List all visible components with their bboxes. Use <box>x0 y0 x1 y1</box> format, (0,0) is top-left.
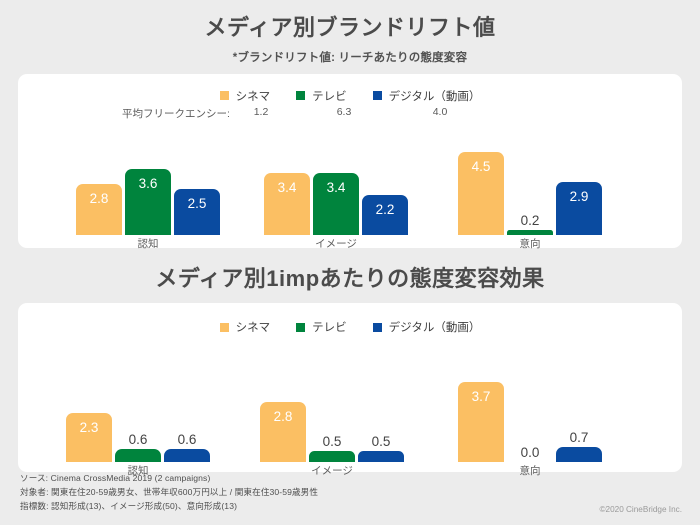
copyright-text: ©2020 CineBridge Inc. <box>599 505 683 514</box>
bar[interactable] <box>556 447 602 462</box>
legend-item[interactable]: シネマ <box>219 88 271 104</box>
footer-notes: ソース: Cinema CrossMedia 2019 (2 campaigns… <box>20 472 318 514</box>
bar[interactable] <box>66 413 112 462</box>
footer-line-metrics: 指標数: 認知形成(13)、イメージ形成(50)、意向形成(13) <box>20 501 238 512</box>
bar-slot: 0.6 <box>115 376 161 462</box>
bar-slot: 2.2 <box>362 147 408 235</box>
frequency-value-digital: 4.0 <box>432 105 448 118</box>
bar[interactable] <box>556 181 602 235</box>
bar-group: 2.8 3.6 2.5 認知 <box>76 147 220 250</box>
bar[interactable] <box>76 183 122 235</box>
bar-slot: 0.6 <box>164 376 210 462</box>
legend-swatch-icon <box>219 91 229 100</box>
bar-slot: 0.5 <box>358 376 404 462</box>
legend-item[interactable]: デジタル（動画） <box>372 88 481 104</box>
bar[interactable] <box>458 382 504 462</box>
bar-group-caption: 認知 <box>137 237 159 250</box>
bar-group-caption: イメージ <box>311 465 353 477</box>
chart1-title: メディア別ブランドリフト値 <box>204 15 496 40</box>
frequency-value-cinema: 1.2 <box>253 105 269 118</box>
chart2-card: シネマ テレビ デジタル（動画） 2.3 0.6 0.6 認知 2.8 0.5 0.5 イメージ 3… <box>18 303 682 477</box>
bar-slot: 3.4 <box>264 147 310 235</box>
legend-item[interactable]: テレビ <box>296 319 347 335</box>
bar[interactable] <box>458 151 504 235</box>
bar-slot: 2.3 <box>66 376 112 462</box>
bar[interactable] <box>264 172 310 235</box>
legend-swatch-icon <box>296 91 306 100</box>
legend-swatch-icon <box>372 322 382 332</box>
footer-line-source: ソース: Cinema CrossMedia 2019 (2 campaigns… <box>20 473 211 484</box>
bar-value-label: 0.5 <box>322 434 342 449</box>
bar-group: 3.7 0.0 0.7 意向 <box>458 376 602 477</box>
bar-slot: 3.4 <box>313 147 359 235</box>
bar-slot: 3.6 <box>125 147 171 235</box>
legend-label: デジタル（動画） <box>388 322 481 334</box>
chart1-header: メディア別ブランドリフト値 *ブランドリフト値: リーチあたりの態度変容 <box>0 0 700 65</box>
bar-slot: 2.8 <box>260 376 306 462</box>
frequency-value-tv: 6.3 <box>336 105 352 118</box>
frequency-row-label: 平均フリークエンシー: <box>122 107 230 120</box>
bar-value-label: 0.6 <box>177 432 197 447</box>
bar-slot: 2.9 <box>556 147 602 235</box>
bar-group: 4.5 0.2 2.9 意向 <box>458 147 602 250</box>
bar-group: 2.8 0.5 0.5 イメージ <box>260 376 404 477</box>
legend-swatch-icon <box>219 322 229 332</box>
bar-group-caption: イメージ <box>315 237 357 250</box>
bar-slot: 4.5 <box>458 147 504 235</box>
bar-value-label: 0.7 <box>569 430 589 445</box>
bar-slot: 0.0 <box>507 376 553 462</box>
bar-value-label: 0.0 <box>520 445 540 460</box>
bar[interactable] <box>507 229 553 235</box>
bar-value-label: 0.6 <box>128 432 148 447</box>
footer-line-audience: 対象者: 関東在住20-59歳男女、世帯年収600万円以上 / 関東在住30-5… <box>20 487 319 498</box>
bar[interactable] <box>358 451 404 462</box>
bar-group: 3.4 3.4 2.2 イメージ <box>264 147 408 250</box>
legend-label: シネマ <box>235 322 271 334</box>
chart1-legend: シネマ テレビ デジタル（動画） <box>18 74 682 104</box>
bar-slot: 2.8 <box>76 147 122 235</box>
legend-swatch-icon <box>296 322 306 332</box>
bar-group-caption: 意向 <box>519 237 541 250</box>
bar-slot: 0.7 <box>556 376 602 462</box>
bar-slot: 2.5 <box>174 147 220 235</box>
legend-item[interactable]: デジタル（動画） <box>372 319 481 335</box>
chart2-legend: シネマ テレビ デジタル（動画） <box>18 303 682 335</box>
bar[interactable] <box>362 194 408 235</box>
bar-group: 2.3 0.6 0.6 認知 <box>66 376 210 477</box>
bar[interactable] <box>115 449 161 462</box>
legend-label: テレビ <box>312 90 347 103</box>
chart1-card: シネマ テレビ デジタル（動画） 平均フリークエンシー: 1.2 6.3 4.0 2… <box>18 73 682 250</box>
chart1-subtitle: *ブランドリフト値: リーチあたりの態度変容 <box>232 51 468 64</box>
bar[interactable] <box>260 402 306 462</box>
bar-slot: 0.2 <box>507 147 553 235</box>
bar[interactable] <box>309 451 355 462</box>
chart1-frequency-row: 平均フリークエンシー: 1.2 6.3 4.0 <box>18 106 682 124</box>
chart2-plot: 2.3 0.6 0.6 認知 2.8 0.5 0.5 イメージ 3.7 0.0 0.7 意向 <box>18 354 682 477</box>
bar[interactable] <box>174 188 220 235</box>
legend-label: シネマ <box>235 90 271 103</box>
bar-group-caption: 認知 <box>127 465 149 477</box>
legend-swatch-icon <box>372 91 382 100</box>
bar-value-label: 0.5 <box>371 434 391 449</box>
legend-item[interactable]: テレビ <box>296 88 347 104</box>
bar[interactable] <box>313 172 359 235</box>
bar[interactable] <box>125 168 171 235</box>
bar-slot: 3.7 <box>458 376 504 462</box>
bar-value-label: 0.2 <box>520 212 540 228</box>
legend-item[interactable]: シネマ <box>219 319 271 335</box>
bar-slot: 0.5 <box>309 376 355 462</box>
chart2-title: メディア別1impあたりの態度変容効果 <box>155 265 545 291</box>
bar-group-caption: 意向 <box>519 465 541 477</box>
bar[interactable] <box>164 449 210 462</box>
legend-label: デジタル（動画） <box>388 90 481 103</box>
chart2-header: メディア別1impあたりの態度変容効果 <box>0 248 700 293</box>
chart1-plot: 2.8 3.6 2.5 認知 3.4 3.4 2.2 イメージ 4.5 0.2 2.9 意向 <box>18 128 682 250</box>
legend-label: テレビ <box>312 322 347 334</box>
